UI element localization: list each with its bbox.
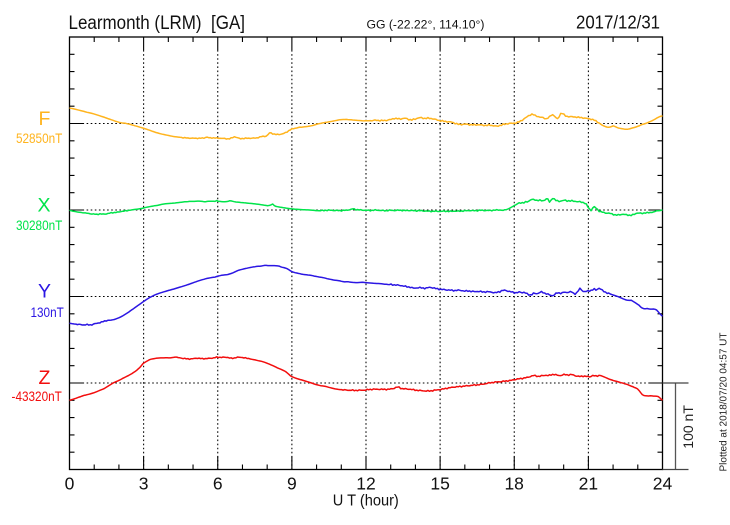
svg-text:0: 0 xyxy=(65,474,75,494)
svg-text:52850nT: 52850nT xyxy=(16,130,62,146)
svg-text:100 nT: 100 nT xyxy=(680,405,696,449)
svg-text:-43320nT: -43320nT xyxy=(12,388,62,404)
svg-text:30280nT: 30280nT xyxy=(16,217,62,233)
svg-text:21: 21 xyxy=(579,474,598,494)
svg-text:6: 6 xyxy=(213,474,223,494)
svg-text:U T (hour): U T (hour) xyxy=(333,493,399,510)
svg-text:3: 3 xyxy=(139,474,149,494)
svg-text:15: 15 xyxy=(430,474,449,494)
svg-text:18: 18 xyxy=(504,474,523,494)
svg-text:9: 9 xyxy=(287,474,297,494)
svg-text:GG (-22.22°, 114.10°): GG (-22.22°, 114.10°) xyxy=(367,18,485,32)
svg-text:Z: Z xyxy=(39,367,51,389)
svg-text:130nT: 130nT xyxy=(30,304,63,320)
svg-text:Y: Y xyxy=(38,280,51,302)
svg-text:Learmonth (LRM) [GA]: Learmonth (LRM) [GA] xyxy=(69,13,246,34)
svg-text:24: 24 xyxy=(653,474,673,494)
svg-text:F: F xyxy=(39,108,51,130)
svg-text:X: X xyxy=(37,194,50,216)
svg-text:12: 12 xyxy=(356,474,375,494)
svg-text:2017/12/31: 2017/12/31 xyxy=(576,13,660,33)
svg-text:Plotted at 2018/07/20 04:57 UT: Plotted at 2018/07/20 04:57 UT xyxy=(718,333,729,472)
